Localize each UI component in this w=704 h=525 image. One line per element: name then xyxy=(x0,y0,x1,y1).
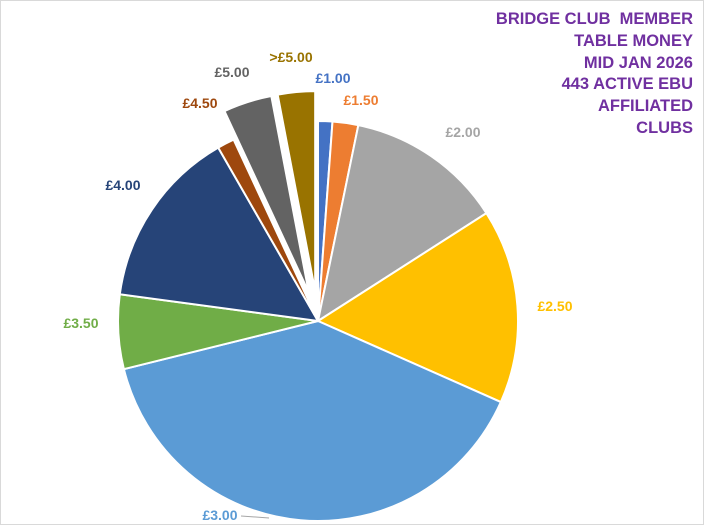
title-line: 443 ACTIVE EBU xyxy=(561,75,693,94)
slice-label-1: £1.50 xyxy=(343,92,378,108)
pie-slice-9 xyxy=(276,90,317,292)
pie-slice-6 xyxy=(118,146,320,323)
pie-slice-4 xyxy=(122,319,503,522)
slice-label-7: £4.50 xyxy=(182,95,217,111)
pie-slice-7 xyxy=(216,138,319,322)
title-line: CLUBS xyxy=(636,118,693,137)
pie-slices xyxy=(117,90,519,522)
title-line: TABLE MONEY xyxy=(574,31,693,50)
slice-label-0: £1.00 xyxy=(315,70,350,86)
slice-label-4: £3.00 xyxy=(202,507,237,523)
pie-slice-8 xyxy=(223,94,310,293)
slice-label-6: £4.00 xyxy=(105,177,140,193)
pie-slice-2 xyxy=(316,123,488,324)
slice-label-8: £5.00 xyxy=(214,64,249,80)
title-line: BRIDGE CLUB MEMBER xyxy=(495,10,693,28)
slice-label-3: £2.50 xyxy=(537,298,572,314)
pie-slice-3 xyxy=(315,211,519,404)
slice-label-9: >£5.00 xyxy=(269,49,312,65)
leader-line xyxy=(240,515,270,519)
title-line: MID JAN 2026 xyxy=(583,53,693,72)
pie-data-labels: £1.00 £1.50 £2.00 £2.50 £3.00 £3.50 £4.00 £4.50… xyxy=(63,49,572,523)
title-line: AFFILIATED xyxy=(597,97,693,116)
chart-title: BRIDGE CLUB MEMBER TABLE MONEY MID JAN 2… xyxy=(463,9,693,140)
slice-label-2: £2.00 xyxy=(445,124,480,140)
slice-label-5: £3.50 xyxy=(63,315,98,331)
